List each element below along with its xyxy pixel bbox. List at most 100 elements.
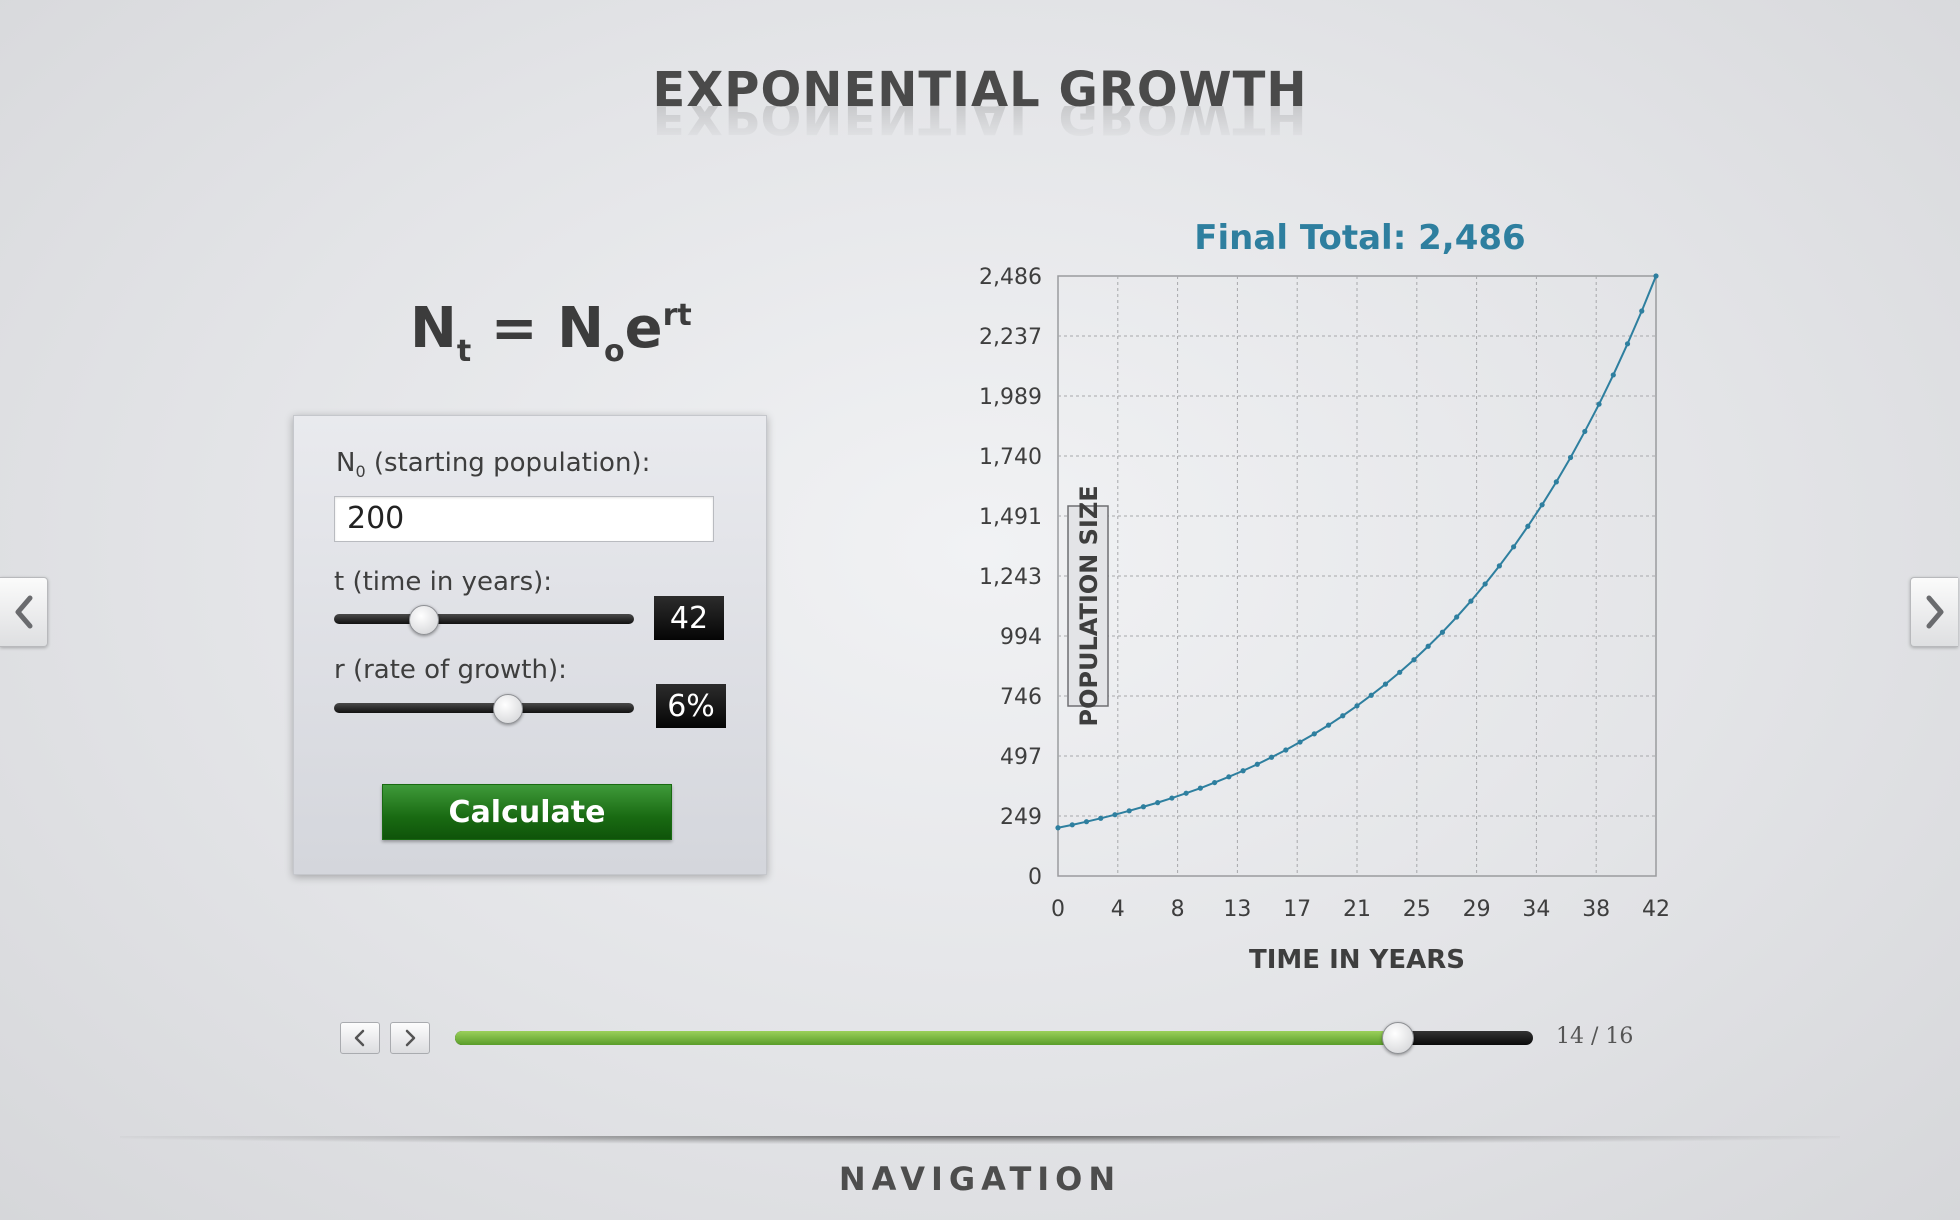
data-point (1439, 629, 1446, 635)
formula-rhs-base: e (624, 296, 663, 361)
y-tick-label: 0 (1028, 865, 1042, 890)
data-point (1368, 692, 1374, 698)
y-tick-label: 2,237 (979, 325, 1042, 350)
data-point (1140, 804, 1147, 810)
n0-label-sub: 0 (355, 462, 366, 482)
data-point (1055, 825, 1061, 831)
y-tick-label: 497 (1000, 745, 1042, 770)
x-tick-label: 4 (1111, 897, 1125, 922)
slide-progress-thumb[interactable] (1382, 1022, 1415, 1054)
formula-lhs-sub: t (456, 334, 472, 369)
data-point (1212, 779, 1218, 786)
n0-label: N0 (starting population): (336, 448, 650, 481)
nav-next-button[interactable] (390, 1022, 430, 1054)
input-panel: N0 (starting population): 200 t (time in… (293, 415, 767, 875)
data-point (1397, 669, 1403, 675)
rate-slider-track[interactable] (334, 703, 634, 713)
x-tick-label: 17 (1283, 897, 1311, 922)
page-title-wrap: EXPONENTIAL GROWTH (0, 62, 1960, 118)
data-point (1069, 822, 1075, 828)
x-axis-label: TIME IN YEARS (1249, 945, 1465, 975)
data-point (1197, 785, 1203, 791)
n0-label-main: N (336, 448, 356, 478)
x-tick-label: 25 (1403, 897, 1431, 922)
data-point (1596, 401, 1602, 407)
data-point (1098, 815, 1104, 821)
x-tick-label: 42 (1642, 897, 1670, 922)
data-point (1468, 598, 1474, 604)
y-tick-label: 746 (1000, 685, 1042, 710)
data-point (1511, 544, 1517, 550)
y-tick-label: 994 (1000, 625, 1042, 650)
chevron-right-icon (1926, 595, 1943, 629)
growth-formula: Nt = Noert (410, 296, 692, 369)
n0-label-rest: (starting population): (365, 448, 651, 478)
data-point (1297, 739, 1303, 745)
time-value: 42 (654, 596, 724, 640)
chevron-right-icon (405, 1029, 416, 1047)
data-point (1169, 795, 1175, 801)
formula-lhs-main: N (410, 296, 457, 361)
nav-prev-button[interactable] (340, 1022, 380, 1054)
rate-value: 6% (656, 684, 726, 728)
data-point (1553, 479, 1559, 485)
data-point (1482, 581, 1488, 587)
rate-slider-thumb[interactable] (493, 694, 523, 724)
data-point (1539, 502, 1545, 508)
data-point (1325, 722, 1332, 728)
y-tick-label: 1,491 (979, 505, 1042, 530)
time-slider-track[interactable] (334, 614, 634, 624)
data-point (1311, 731, 1317, 737)
data-point (1382, 681, 1389, 687)
y-axis-label: POPULATION SIZE (1075, 485, 1103, 726)
slide-progress-fill (455, 1031, 1399, 1045)
y-tick-label: 249 (1000, 805, 1042, 830)
y-tick-label: 1,243 (979, 565, 1042, 590)
data-point (1283, 747, 1289, 753)
data-point (1126, 808, 1132, 814)
data-point (1454, 614, 1460, 620)
starting-population-input[interactable]: 200 (334, 496, 714, 542)
data-point (1639, 308, 1645, 314)
data-point (1496, 563, 1502, 569)
x-tick-label: 34 (1522, 897, 1550, 922)
data-point (1624, 341, 1631, 347)
data-point (1567, 454, 1574, 461)
data-point (1226, 774, 1232, 780)
page-title-reflection: EXPONENTIAL GROWTH (652, 106, 1308, 144)
formula-rhs-sup: rt (662, 298, 692, 333)
x-tick-label: 38 (1582, 897, 1610, 922)
data-point (1240, 768, 1246, 774)
y-tick-label: 1,989 (979, 385, 1042, 410)
data-point (1425, 643, 1431, 649)
x-tick-label: 8 (1171, 897, 1185, 922)
formula-equals: = (490, 296, 538, 361)
population-chart: 0 4 8 13 17 21 25 29 34 38 42 0 249 497 746 994 1,243 1,4… (979, 265, 1670, 975)
previous-slide-button[interactable] (0, 577, 48, 647)
navigation-label[interactable]: NAVIGATION (838, 1160, 1122, 1198)
page-title: EXPONENTIAL GROWTH (652, 62, 1308, 118)
calculate-button[interactable]: Calculate (382, 784, 672, 840)
data-point (1582, 428, 1588, 435)
y-tick-label: 1,740 (979, 445, 1042, 470)
formula-rhs-main: N (557, 296, 605, 361)
x-tick-label: 21 (1343, 897, 1371, 922)
chart-title: Final Total: 2,486 (1194, 218, 1526, 258)
formula-rhs-sub: o (604, 334, 625, 369)
data-point (1155, 800, 1161, 806)
data-point (1411, 657, 1417, 663)
data-point (1610, 372, 1616, 378)
page-count: 14 / 16 (1556, 1024, 1634, 1049)
y-tick-label: 2,486 (979, 265, 1042, 290)
slide-progress-bar[interactable] (455, 1031, 1533, 1045)
data-point (1254, 761, 1260, 767)
x-tick-label: 13 (1223, 897, 1251, 922)
time-label: t (time in years): (334, 567, 553, 597)
data-point (1183, 790, 1189, 796)
data-point (1653, 273, 1659, 279)
data-point (1340, 713, 1346, 719)
y-axis-label-group: POPULATION SIZE (1067, 485, 1109, 727)
y-axis-label-box (1067, 505, 1109, 707)
time-slider-thumb[interactable] (409, 605, 439, 635)
next-slide-button[interactable] (1910, 577, 1958, 647)
